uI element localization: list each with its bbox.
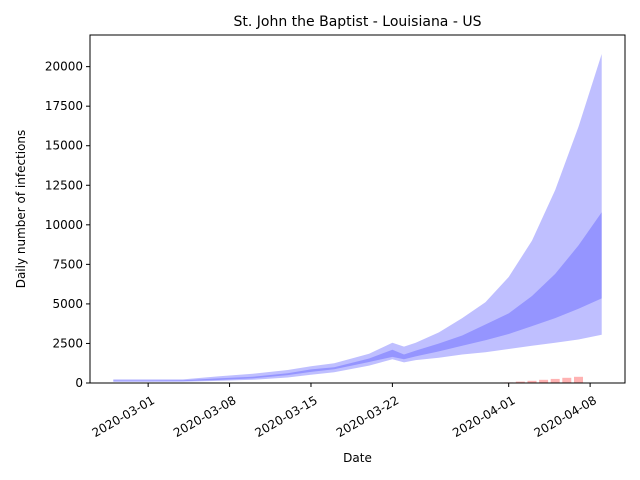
- y-axis: 0 2500 5000 7500 10000 12500 15000 17500 20000: [45, 60, 90, 390]
- y-tick-label: 2500: [52, 336, 83, 350]
- x-tick-label: 2020-03-01: [90, 393, 157, 440]
- chart-title: St. John the Baptist - Louisiana - US: [234, 14, 482, 30]
- plot-frame: [89, 34, 626, 384]
- observed-bar: [527, 380, 537, 383]
- x-tick-label: 2020-04-01: [450, 393, 517, 440]
- inner-band: [113, 212, 602, 382]
- y-tick-label: 5000: [52, 297, 83, 311]
- y-tick-label: 7500: [52, 257, 83, 271]
- y-axis-label: Daily number of infections: [14, 130, 28, 289]
- x-axis: 2020-03-01 2020-03-08 2020-03-15 2020-03-22…: [90, 383, 599, 440]
- observed-bar: [562, 377, 572, 383]
- x-axis-label: Date: [343, 451, 372, 465]
- y-tick-label: 15000: [45, 139, 83, 153]
- observed-bar: [550, 378, 560, 383]
- y-tick-label: 10000: [45, 218, 83, 232]
- observed-bar: [539, 379, 549, 383]
- x-tick-label: 2020-03-22: [334, 393, 401, 440]
- plot-area: [113, 54, 602, 383]
- x-tick-label: 2020-03-08: [171, 393, 238, 440]
- x-tick-label: 2020-03-15: [252, 393, 319, 440]
- x-tick-label: 2020-04-08: [532, 393, 599, 440]
- y-tick-label: 20000: [45, 60, 83, 74]
- outer-band: [113, 54, 602, 382]
- observed-bar: [574, 376, 583, 383]
- y-tick-label: 17500: [45, 99, 83, 113]
- y-tick-label: 0: [75, 376, 83, 390]
- y-tick-label: 12500: [45, 178, 83, 192]
- observed-bar: [515, 381, 525, 383]
